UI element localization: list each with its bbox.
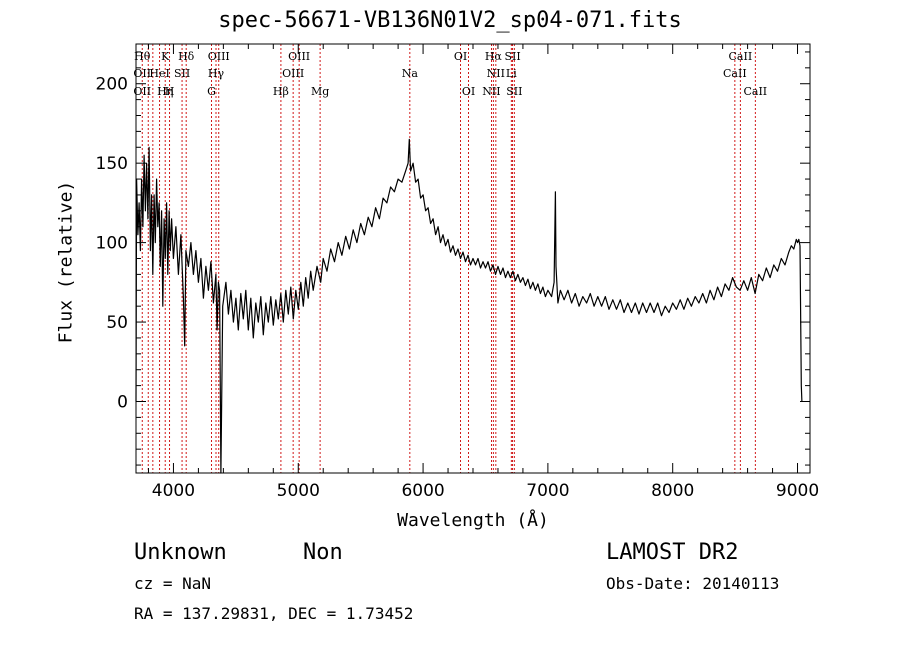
spectral-line-label: NII	[482, 85, 500, 98]
y-tick-label: 150	[96, 154, 128, 174]
chart-title: spec-56671-VB136N01V2_sp04-071.fits	[218, 8, 682, 33]
spectral-line-label: NII	[487, 67, 505, 80]
spectral-line-label: HeI	[149, 67, 169, 80]
x-tick-label: 6000	[401, 481, 444, 501]
spectral-line-label: OII	[133, 85, 151, 98]
spectral-line-label: Hγ	[208, 67, 225, 80]
spectral-line-label: H	[165, 85, 175, 98]
spectral-line-label: CaII	[729, 50, 753, 63]
x-tick-label: 5000	[277, 481, 320, 501]
coordinates: RA = 137.29831, DEC = 1.73452	[134, 604, 414, 623]
survey-name: LAMOST DR2	[606, 540, 739, 565]
spectral-line-label: OIII	[282, 67, 304, 80]
spectral-line-label: Hδ	[178, 50, 195, 63]
spectral-line-label: OIII	[208, 50, 230, 63]
spectral-line-label: Li	[506, 67, 517, 80]
spectral-line-labels: HθOIIOIIHeIKHηHSIIHδGHγOIIIHβOIIIOIIIMgN…	[133, 50, 767, 98]
spectrum-line	[135, 138, 803, 474]
spectral-line-label: Na	[402, 67, 419, 80]
x-axis-label: Wavelength (Å)	[397, 510, 549, 531]
spectral-line-label: Hβ	[273, 85, 289, 98]
spectral-line-markers	[141, 44, 756, 473]
y-axis-label: Flux (relative)	[55, 180, 77, 344]
spectral-subclass: Non	[303, 540, 343, 565]
redshift-value: cz = NaN	[134, 574, 212, 593]
axes: 4000 5000 6000 7000 8000 9000 0 50 100 150 200	[96, 44, 819, 501]
spectral-line-label: SII	[506, 85, 522, 98]
spectral-line-label: K	[161, 50, 170, 63]
y-tick-label: 100	[96, 234, 128, 254]
y-tick-label: 0	[117, 393, 128, 413]
spectral-line-label: Hα	[485, 50, 503, 63]
x-tick-label: 4000	[152, 481, 195, 501]
y-tick-label: 50	[106, 313, 128, 333]
spectral-line-label: OI	[462, 85, 475, 98]
spectral-line-label: Hη	[157, 85, 173, 98]
spectral-line-label: SII	[174, 67, 190, 80]
x-tick-label: 8000	[651, 481, 694, 501]
spectral-line-label: G	[207, 85, 216, 98]
x-tick-label: 7000	[526, 481, 569, 501]
spectral-line-label: CaII	[723, 67, 747, 80]
spectral-line-label: SII	[504, 50, 520, 63]
y-tick-label: 200	[96, 75, 128, 95]
spectral-class: Unknown	[134, 540, 227, 565]
spectral-line-label: OIII	[288, 50, 310, 63]
x-tick-label: 9000	[776, 481, 819, 501]
spectral-line-label: CaII	[743, 85, 767, 98]
spectral-line-label: Mg	[311, 85, 329, 98]
spectral-line-label: OI	[454, 50, 467, 63]
spectral-line-label: OII	[133, 67, 151, 80]
observation-date: Obs-Date: 20140113	[606, 574, 780, 593]
spectral-line-label: Hθ	[134, 50, 151, 63]
